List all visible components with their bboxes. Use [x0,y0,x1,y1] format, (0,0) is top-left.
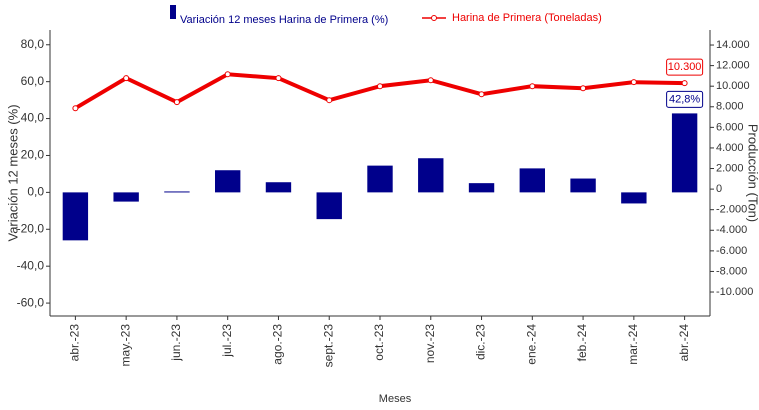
bar [164,191,190,193]
x-tick-label: sept.-23 [321,324,335,368]
y2-tick-label: 8.000 [716,101,744,113]
bar [621,192,647,204]
legend-label: Harina de Primera (Toneladas) [452,12,602,24]
bar [671,113,698,193]
data-label: 42,8% [669,93,700,105]
point [580,85,587,92]
x-tick-label: jun.-23 [169,324,183,362]
legend-swatch [170,5,176,19]
y-tick-label: -40,0 [17,258,45,272]
y-tick-label: -20,0 [17,221,45,235]
y2-tick-label: 2.000 [716,162,744,174]
bar [62,192,89,241]
y2-tick-label: -8.000 [716,265,747,277]
data-label: 10.300 [668,61,702,73]
y-axis-label: Variación 12 meses (%) [5,104,20,241]
x-tick-label: jul.-23 [220,324,234,358]
point [478,91,485,98]
bar [468,183,495,193]
x-tick-label: may.-23 [118,324,132,367]
bar [316,192,342,220]
line [74,72,685,110]
bar [418,158,444,193]
x-tick-label: mar.-24 [626,324,640,365]
point [630,79,637,86]
y2-tick-label: -4.000 [716,224,747,236]
x-tick-label: abr.-24 [677,324,691,362]
y2-tick-label: 4.000 [716,142,744,154]
y2-tick-label: 6.000 [716,121,744,133]
data-label-box [666,90,704,108]
point [427,77,434,84]
x-axis-label: Meses [379,393,412,405]
data-label-box [666,58,704,76]
x-tick-label: ago.-23 [271,324,285,365]
y2-tick-label: -2.000 [716,204,747,216]
bar [367,165,393,193]
y-tick-label: 80,0 [21,37,45,51]
point [326,97,333,104]
bar [215,170,241,193]
x-tick-label: dic.-23 [474,324,488,360]
x-tick-label: ene.-24 [524,324,538,365]
x-tick-label: oct.-23 [372,324,386,361]
bar [570,178,596,193]
point [529,83,536,90]
point [72,105,79,112]
point [681,80,688,87]
y-tick-label: 20,0 [21,148,45,162]
y2-tick-label: 10.000 [716,80,750,92]
y2-tick-label: 14.000 [716,39,750,51]
point [275,75,282,82]
bar [113,192,139,202]
point [123,75,130,82]
y2-tick-label: 0 [716,183,722,195]
bar [265,182,292,193]
legend-label: Variación 12 meses Harina de Primera (%) [180,14,388,26]
point [377,83,383,90]
y2-tick-label: -6.000 [716,245,747,257]
y2-axis-label: Producción (Ton) [746,124,759,222]
y-tick-label: 60,0 [21,74,45,88]
point [173,99,180,106]
x-tick-label: feb.-24 [575,324,589,362]
y-tick-label: -60,0 [17,295,45,309]
point [224,71,231,78]
y-tick-label: 0,0 [27,185,44,199]
y2-tick-label: 12.000 [716,60,750,72]
x-tick-label: nov.-23 [423,324,437,363]
y2-tick-label: -10.000 [716,286,753,298]
x-tick-label: abr.-23 [68,324,82,362]
bar [519,168,545,193]
legend-swatch [431,15,437,21]
y-tick-label: 40,0 [21,111,45,125]
